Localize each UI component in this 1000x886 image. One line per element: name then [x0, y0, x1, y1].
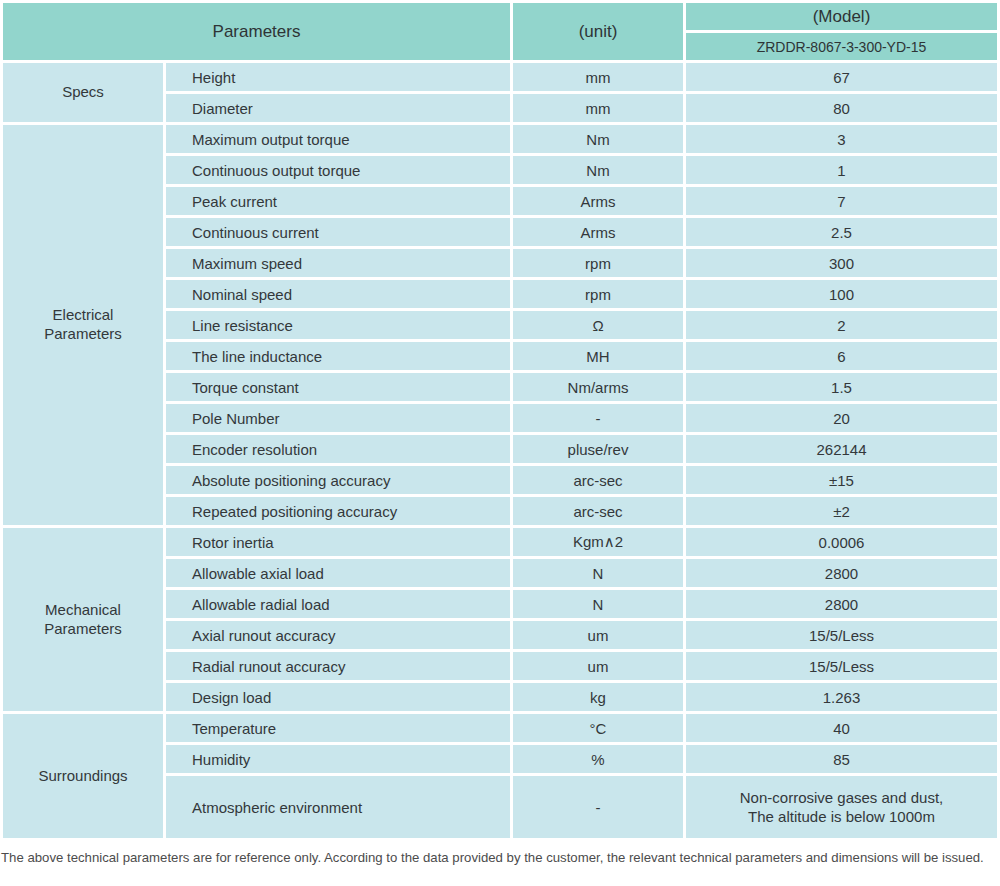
unit-cell: arc-sec	[513, 497, 683, 525]
value-cell: 0.0006	[686, 528, 997, 556]
section-label-specs: Specs	[3, 63, 163, 122]
value-cell: 40	[686, 714, 997, 742]
param-label: Radial runout accuracy	[166, 652, 510, 680]
value-cell: 2	[686, 311, 997, 339]
unit-cell: °C	[513, 714, 683, 742]
param-label: Diameter	[166, 94, 510, 122]
param-label: Peak current	[166, 187, 510, 215]
value-cell: 67	[686, 63, 997, 91]
param-label: Encoder resolution	[166, 435, 510, 463]
param-label: Temperature	[166, 714, 510, 742]
unit-cell: um	[513, 621, 683, 649]
table-row: Specs Height mm 67	[3, 63, 997, 91]
value-cell: 20	[686, 404, 997, 432]
unit-cell: N	[513, 559, 683, 587]
param-label: Atmospheric environment	[166, 776, 510, 838]
unit-cell: mm	[513, 63, 683, 91]
param-label: Design load	[166, 683, 510, 711]
unit-cell: Arms	[513, 187, 683, 215]
param-label: Humidity	[166, 745, 510, 773]
param-label: Maximum output torque	[166, 125, 510, 153]
value-cell: ±2	[686, 497, 997, 525]
param-label: Repeated positioning accuracy	[166, 497, 510, 525]
header-row: Parameters (unit) (Model)	[3, 3, 997, 30]
unit-cell: pluse/rev	[513, 435, 683, 463]
unit-cell: um	[513, 652, 683, 680]
table-row: Electrical Parameters Maximum output tor…	[3, 125, 997, 153]
table-row: Mechanical Parameters Rotor inertia Kgm∧…	[3, 528, 997, 556]
unit-cell: mm	[513, 94, 683, 122]
value-cell: 85	[686, 745, 997, 773]
table-row: Surroundings Temperature °C 40	[3, 714, 997, 742]
unit-cell: MH	[513, 342, 683, 370]
value-cell: 2800	[686, 559, 997, 587]
value-cell: 1.5	[686, 373, 997, 401]
section-label-mechanical: Mechanical Parameters	[3, 528, 163, 711]
value-cell: 3	[686, 125, 997, 153]
unit-cell: Nm/arms	[513, 373, 683, 401]
header-model: (Model)	[686, 3, 997, 30]
value-cell: 1.263	[686, 683, 997, 711]
header-unit: (unit)	[513, 3, 683, 60]
param-label: Pole Number	[166, 404, 510, 432]
param-label: Torque constant	[166, 373, 510, 401]
value-cell: 1	[686, 156, 997, 184]
param-label: Absolute positioning accuracy	[166, 466, 510, 494]
param-label: Line resistance	[166, 311, 510, 339]
unit-cell: Nm	[513, 156, 683, 184]
value-cell: 7	[686, 187, 997, 215]
footnote: The above technical parameters are for r…	[0, 850, 1000, 865]
unit-cell: Kgm∧2	[513, 528, 683, 556]
value-cell: 100	[686, 280, 997, 308]
value-cell: 80	[686, 94, 997, 122]
unit-cell: arc-sec	[513, 466, 683, 494]
unit-cell: Arms	[513, 218, 683, 246]
value-cell: Non-corrosive gases and dust, The altitu…	[686, 776, 997, 838]
param-label: The line inductance	[166, 342, 510, 370]
value-cell: 6	[686, 342, 997, 370]
unit-cell: -	[513, 776, 683, 838]
unit-cell: -	[513, 404, 683, 432]
param-label: Height	[166, 63, 510, 91]
param-label: Maximum speed	[166, 249, 510, 277]
unit-cell: rpm	[513, 280, 683, 308]
param-label: Rotor inertia	[166, 528, 510, 556]
unit-cell: Ω	[513, 311, 683, 339]
param-label: Nominal speed	[166, 280, 510, 308]
param-label: Allowable axial load	[166, 559, 510, 587]
param-label: Allowable radial load	[166, 590, 510, 618]
param-label: Continuous output torque	[166, 156, 510, 184]
value-cell: 2.5	[686, 218, 997, 246]
unit-cell: rpm	[513, 249, 683, 277]
parameter-table: Parameters (unit) (Model) ZRDDR-8067-3-3…	[0, 0, 1000, 841]
value-cell: 262144	[686, 435, 997, 463]
value-cell: 2800	[686, 590, 997, 618]
section-label-electrical: Electrical Parameters	[3, 125, 163, 525]
header-parameters: Parameters	[3, 3, 510, 60]
value-cell: 300	[686, 249, 997, 277]
param-label: Axial runout accuracy	[166, 621, 510, 649]
value-cell: 15/5/Less	[686, 652, 997, 680]
value-cell: 15/5/Less	[686, 621, 997, 649]
unit-cell: N	[513, 590, 683, 618]
unit-cell: %	[513, 745, 683, 773]
section-label-surroundings: Surroundings	[3, 714, 163, 838]
model-number: ZRDDR-8067-3-300-YD-15	[686, 33, 997, 60]
param-label: Continuous current	[166, 218, 510, 246]
unit-cell: kg	[513, 683, 683, 711]
value-cell: ±15	[686, 466, 997, 494]
spec-sheet: Parameters (unit) (Model) ZRDDR-8067-3-3…	[0, 0, 1000, 886]
unit-cell: Nm	[513, 125, 683, 153]
